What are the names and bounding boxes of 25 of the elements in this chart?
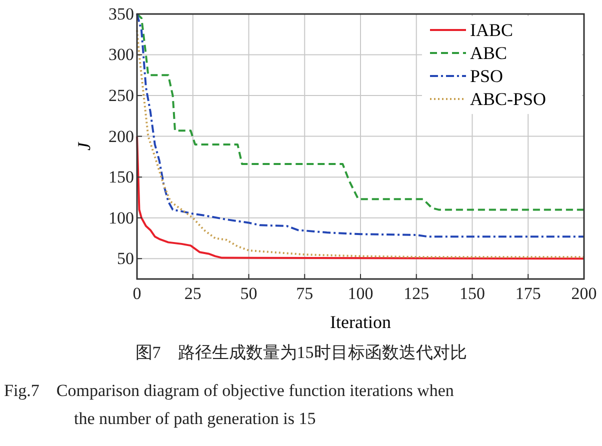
x-tick-label: 75 bbox=[296, 284, 314, 303]
x-axis-title: Iteration bbox=[330, 312, 391, 332]
x-tick-label: 100 bbox=[348, 284, 374, 303]
x-tick-label: 200 bbox=[571, 284, 597, 303]
y-tick-label: 100 bbox=[108, 208, 134, 228]
y-tick-label: 250 bbox=[108, 86, 134, 105]
y-tick-label: 50 bbox=[117, 249, 134, 268]
x-tick-label: 0 bbox=[132, 284, 142, 303]
y-tick-label: 200 bbox=[108, 126, 134, 146]
legend-label: PSO bbox=[470, 66, 504, 86]
y-tick-label: 350 bbox=[108, 4, 134, 24]
legend-label: ABC bbox=[470, 43, 508, 63]
x-tick-label: 150 bbox=[460, 284, 485, 303]
line-series bbox=[136, 135, 585, 260]
y-tick-label: 300 bbox=[108, 45, 134, 64]
x-tick-label: 50 bbox=[240, 284, 258, 303]
x-tick-label: 175 bbox=[515, 284, 541, 303]
y-axis-title: J bbox=[74, 142, 94, 150]
caption: 图7 路径生成数量为15时目标函数迭代对比 bbox=[135, 343, 467, 362]
legend-label: IABC bbox=[470, 20, 514, 40]
x-tick-label: 125 bbox=[404, 284, 430, 303]
x-tick-label: 25 bbox=[184, 284, 202, 303]
legend-label: ABC-PSO bbox=[470, 89, 546, 109]
caption: Fig.7 Comparison diagram of objective function iterations when the number of path generation is 15 bbox=[4, 381, 454, 428]
y-tick-label: 150 bbox=[108, 168, 134, 187]
